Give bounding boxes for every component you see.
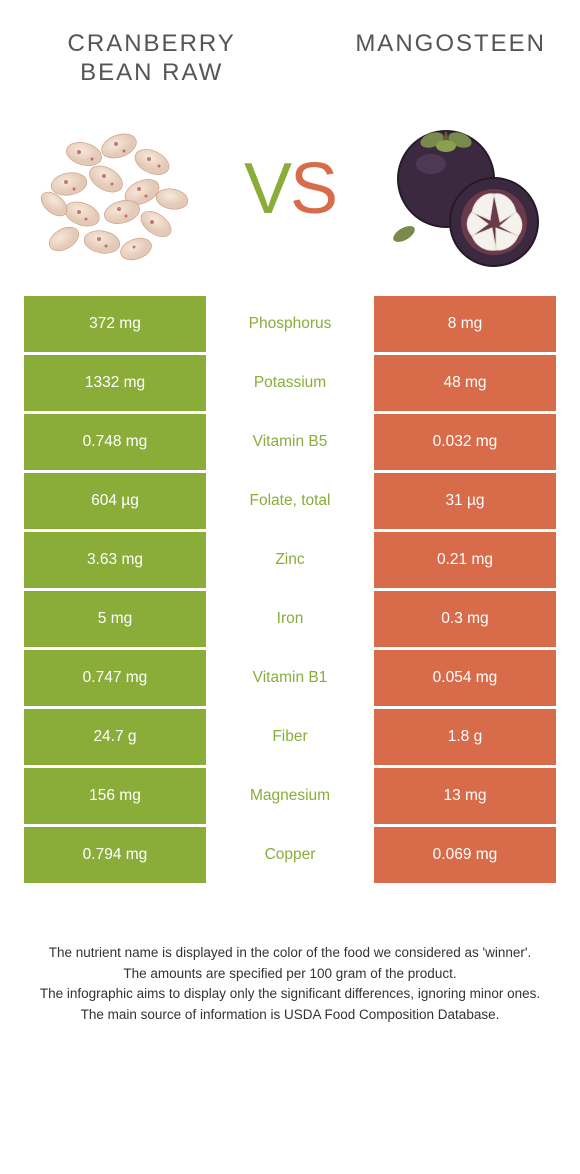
- title-left-text: CRANBERRYBEAN RAW: [68, 30, 236, 86]
- table-row: 0.747 mgVitamin B10.054 mg: [24, 650, 556, 706]
- nutrient-label: Zinc: [209, 532, 371, 588]
- table-row: 372 mgPhosphorus8 mg: [24, 296, 556, 352]
- value-right: 0.21 mg: [374, 532, 556, 588]
- value-right: 8 mg: [374, 296, 556, 352]
- value-right: 31 µg: [374, 473, 556, 529]
- nutrient-label: Folate, total: [209, 473, 371, 529]
- value-right: 0.032 mg: [374, 414, 556, 470]
- food-left-image: [24, 104, 204, 274]
- food-right-title: MANGOSTEEN: [301, 30, 556, 59]
- food-left-title: CRANBERRYBEAN RAW: [24, 30, 279, 88]
- value-left: 1332 mg: [24, 355, 206, 411]
- value-left: 604 µg: [24, 473, 206, 529]
- footnote-line: The amounts are specified per 100 gram o…: [34, 964, 546, 985]
- value-right: 0.054 mg: [374, 650, 556, 706]
- value-left: 24.7 g: [24, 709, 206, 765]
- value-left: 3.63 mg: [24, 532, 206, 588]
- nutrient-table: 372 mgPhosphorus8 mg1332 mgPotassium48 m…: [24, 296, 556, 883]
- footnote: The nutrient name is displayed in the co…: [24, 943, 556, 1027]
- nutrient-label: Fiber: [209, 709, 371, 765]
- value-left: 372 mg: [24, 296, 206, 352]
- nutrient-label: Phosphorus: [209, 296, 371, 352]
- value-right: 48 mg: [374, 355, 556, 411]
- vs-label: VS: [244, 148, 336, 230]
- value-left: 5 mg: [24, 591, 206, 647]
- value-right: 13 mg: [374, 768, 556, 824]
- title-right-text: MANGOSTEEN: [355, 30, 546, 57]
- food-right-image: [376, 104, 556, 274]
- value-left: 0.794 mg: [24, 827, 206, 883]
- nutrient-label: Iron: [209, 591, 371, 647]
- table-row: 0.748 mgVitamin B50.032 mg: [24, 414, 556, 470]
- nutrient-label: Vitamin B5: [209, 414, 371, 470]
- table-row: 604 µgFolate, total31 µg: [24, 473, 556, 529]
- vs-s: S: [290, 149, 336, 229]
- footnote-line: The nutrient name is displayed in the co…: [34, 943, 546, 964]
- nutrient-label: Magnesium: [209, 768, 371, 824]
- table-row: 156 mgMagnesium13 mg: [24, 768, 556, 824]
- vs-v: V: [244, 149, 290, 229]
- value-right: 0.069 mg: [374, 827, 556, 883]
- value-right: 0.3 mg: [374, 591, 556, 647]
- value-left: 0.747 mg: [24, 650, 206, 706]
- table-row: 5 mgIron0.3 mg: [24, 591, 556, 647]
- value-left: 156 mg: [24, 768, 206, 824]
- title-row: CRANBERRYBEAN RAW MANGOSTEEN: [24, 30, 556, 88]
- value-left: 0.748 mg: [24, 414, 206, 470]
- nutrient-label: Vitamin B1: [209, 650, 371, 706]
- infographic-root: CRANBERRYBEAN RAW MANGOSTEEN: [0, 0, 580, 1026]
- footnote-line: The main source of information is USDA F…: [34, 1005, 546, 1026]
- value-right: 1.8 g: [374, 709, 556, 765]
- table-row: 1332 mgPotassium48 mg: [24, 355, 556, 411]
- nutrient-label: Copper: [209, 827, 371, 883]
- table-row: 0.794 mgCopper0.069 mg: [24, 827, 556, 883]
- hero-row: VS: [24, 104, 556, 274]
- footnote-line: The infographic aims to display only the…: [34, 984, 546, 1005]
- table-row: 24.7 gFiber1.8 g: [24, 709, 556, 765]
- table-row: 3.63 mgZinc0.21 mg: [24, 532, 556, 588]
- nutrient-label: Potassium: [209, 355, 371, 411]
